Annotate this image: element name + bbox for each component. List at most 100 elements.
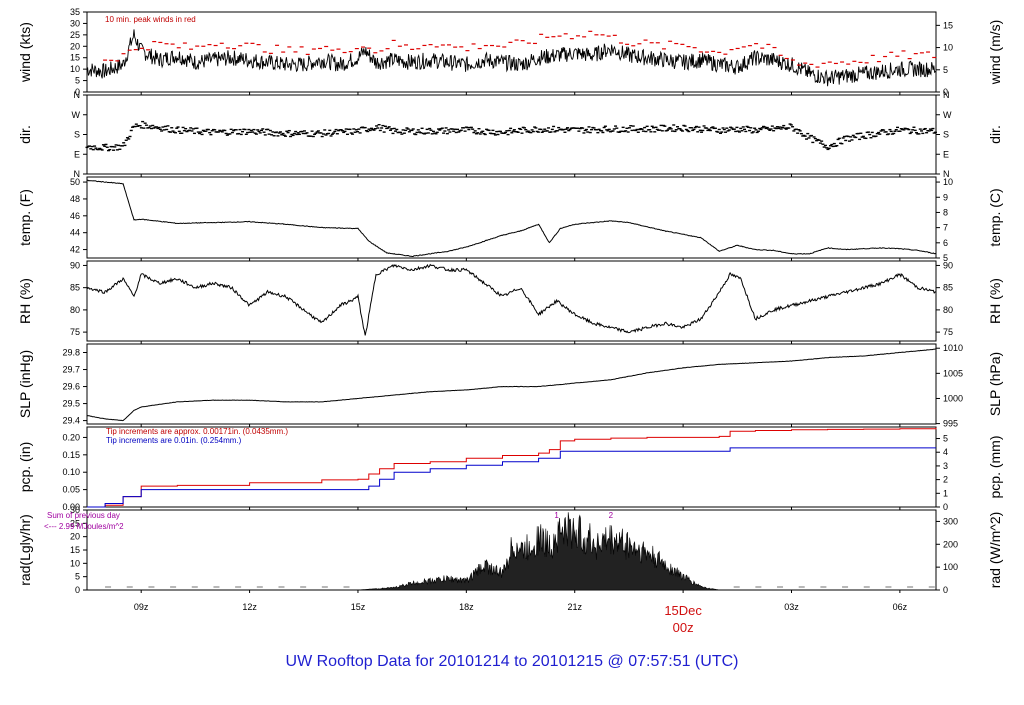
ytick-label-right: 8 bbox=[943, 207, 948, 217]
ylabel-right: temp. (C) bbox=[987, 188, 1003, 246]
panel-frame bbox=[86, 426, 937, 508]
footer-title: UW Rooftop Data for 20101214 to 20101215… bbox=[286, 653, 739, 670]
ytick-label-left: 29.5 bbox=[62, 399, 80, 409]
ytick-label-right: 10 bbox=[943, 177, 953, 187]
ytick-label-left: 0 bbox=[75, 87, 80, 97]
ytick-label-right: 5 bbox=[943, 434, 948, 444]
panel-slp: SLP (inHg) SLP (hPa) 29.4 29.5 29.6 29.7 29.8 9… bbox=[17, 343, 1003, 428]
ylabel-left: RH (%) bbox=[17, 278, 33, 324]
panel-frame bbox=[86, 176, 937, 259]
ytick-label-right: 200 bbox=[943, 539, 958, 549]
ylabel-right: dir. bbox=[987, 125, 1003, 144]
ytick-label-left: 5 bbox=[75, 572, 80, 582]
ytick-label-right: E bbox=[943, 149, 949, 159]
ytick-label-right: 90 bbox=[943, 260, 953, 270]
ytick-label-right: 4 bbox=[943, 447, 948, 457]
ytick-label-right: 0 bbox=[943, 87, 948, 97]
ytick-label-right: 7 bbox=[943, 223, 948, 233]
panel-frame bbox=[86, 11, 937, 93]
ytick-label-right: S bbox=[943, 130, 949, 140]
ytick-label-left: 35 bbox=[70, 7, 80, 17]
panel-rh: RH (%) RH (%) 75 80 85 90 75 80 85 90 bbox=[17, 260, 1003, 344]
ytick-label-right: 80 bbox=[943, 305, 953, 315]
panel-frame bbox=[86, 94, 937, 175]
ytick-label-left: 30 bbox=[70, 18, 80, 28]
precip-legend-large: Tip increments are 0.01in. (0.254mm.) bbox=[106, 436, 242, 445]
panel-dir: dir. dir.N NE ES SW WN N bbox=[17, 90, 1003, 179]
ytick-label-left: N bbox=[74, 90, 81, 100]
precip-series-2 bbox=[87, 447, 936, 508]
date-label-hour: 00z bbox=[673, 620, 694, 635]
precip-legend-small: Tip increments are approx. 0.00171in. (0… bbox=[106, 427, 288, 436]
ytick-label-left: 48 bbox=[70, 194, 80, 204]
ytick-label-left: 10 bbox=[70, 558, 80, 568]
panel-wind: wind (kts) wind (m/s)05101520253035051015… bbox=[17, 7, 1003, 97]
ytick-label-left: 75 bbox=[70, 327, 80, 337]
ytick-label-right: 6 bbox=[943, 238, 948, 248]
ytick-label-right: 3 bbox=[943, 461, 948, 471]
ytick-label-right: W bbox=[943, 110, 952, 120]
ylabel-right: wind (m/s) bbox=[987, 20, 1003, 86]
ylabel-left: rad(Lgly/hr) bbox=[17, 514, 33, 586]
ylabel-left: dir. bbox=[17, 125, 33, 144]
panel-rad: rad(Lgly/hr) rad (W/m^2)05101520253001002… bbox=[17, 505, 1003, 595]
ytick-label-left: 50 bbox=[70, 177, 80, 187]
ytick-label-right: 0 bbox=[943, 502, 948, 512]
ytick-label-right: 10 bbox=[943, 43, 953, 53]
ytick-label-left: 80 bbox=[70, 305, 80, 315]
ytick-label-left: 25 bbox=[70, 30, 80, 40]
ytick-label-left: 5 bbox=[75, 76, 80, 86]
date-label: 15Dec bbox=[664, 603, 702, 618]
ytick-label-left: W bbox=[72, 110, 81, 120]
rad-annotation-2: <--- 2.99 MJoules/m^2 bbox=[44, 522, 124, 531]
ytick-label-left: 20 bbox=[70, 532, 80, 542]
rad-annotation-1: Sum of previous day bbox=[47, 511, 120, 520]
rh-line bbox=[86, 263, 937, 336]
ylabel-left: SLP (inHg) bbox=[17, 350, 33, 418]
ytick-label-right: 0 bbox=[943, 585, 948, 595]
ytick-label-left: 15 bbox=[70, 53, 80, 63]
ytick-label-right: 5 bbox=[943, 65, 948, 75]
precip-series-1 bbox=[87, 427, 937, 508]
ylabel-left: pcp. (in) bbox=[17, 442, 33, 493]
ytick-label-right: 5 bbox=[943, 253, 948, 263]
xtick-label: 15z bbox=[351, 602, 366, 612]
rad-marker: 1 bbox=[554, 511, 559, 520]
ytick-label-left: 29.4 bbox=[62, 416, 80, 426]
ytick-label-right: 2 bbox=[943, 475, 948, 485]
slp-line bbox=[86, 348, 936, 422]
ytick-label-left: 25 bbox=[70, 518, 80, 528]
ytick-label-right: 1 bbox=[943, 488, 948, 498]
ytick-label-left: 0.20 bbox=[62, 432, 80, 442]
ytick-label-left: 42 bbox=[70, 245, 80, 255]
xtick-label: 03z bbox=[784, 602, 799, 612]
ytick-label-left: 85 bbox=[70, 283, 80, 293]
ylabel-left: temp. (F) bbox=[17, 189, 33, 246]
ylabel-right: pcp. (mm) bbox=[987, 436, 1003, 499]
ytick-label-left: 30 bbox=[70, 505, 80, 515]
ylabel-right: RH (%) bbox=[987, 278, 1003, 324]
ytick-label-left: 44 bbox=[70, 228, 80, 238]
radiation-area bbox=[87, 512, 936, 591]
ytick-label-right: N bbox=[943, 90, 950, 100]
ytick-label-left: 29.6 bbox=[62, 382, 80, 392]
ytick-label-left: 29.8 bbox=[62, 348, 80, 358]
ytick-label-right: 9 bbox=[943, 192, 948, 202]
wind-line bbox=[86, 29, 937, 87]
rad-marker: 2 bbox=[609, 511, 614, 520]
ytick-label-left: 29.7 bbox=[62, 365, 80, 375]
ytick-label-left: E bbox=[74, 149, 80, 159]
ylabel-left: wind (kts) bbox=[17, 22, 33, 83]
ytick-label-left: 15 bbox=[70, 545, 80, 555]
ytick-label-left: 0.05 bbox=[62, 485, 80, 495]
ytick-label-right: 995 bbox=[943, 419, 958, 429]
xtick-label: 09z bbox=[134, 602, 149, 612]
xtick-label: 18z bbox=[459, 602, 474, 612]
ytick-label-right: 1005 bbox=[943, 368, 963, 378]
ytick-label-left: 0.10 bbox=[62, 467, 80, 477]
ytick-label-left: 0 bbox=[75, 585, 80, 595]
xtick-label: 06z bbox=[893, 602, 908, 612]
temp-line bbox=[86, 179, 937, 257]
